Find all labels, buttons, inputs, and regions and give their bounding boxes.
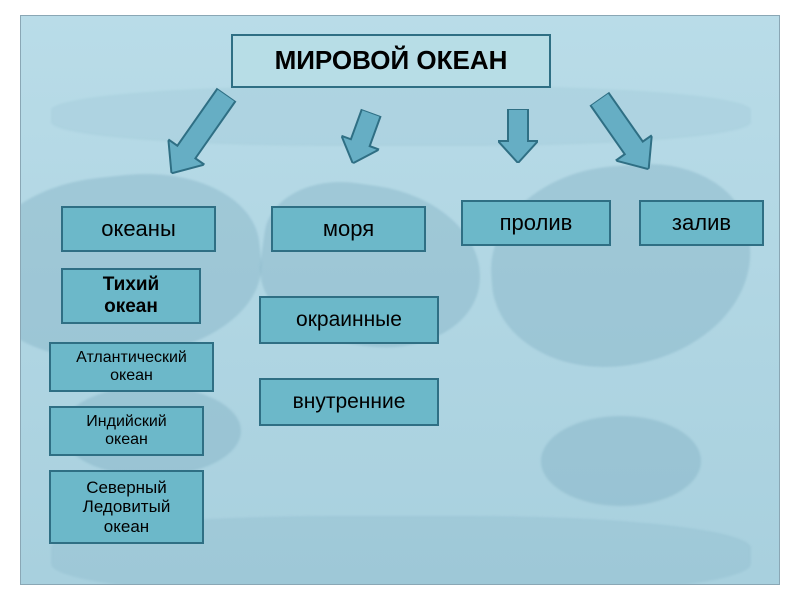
- category-seas: моря: [271, 206, 426, 252]
- diagram-canvas: МИРОВОЙ ОКЕАН океаны моря пролив залив Т…: [20, 15, 780, 585]
- ocean-pacific: Тихий океан: [61, 268, 201, 324]
- category-oceans: океаны: [61, 206, 216, 252]
- ocean-indian: Индийский океан: [49, 406, 204, 456]
- seas-internal: внутренние: [259, 378, 439, 426]
- ocean-arctic: Северный Ледовитый океан: [49, 470, 204, 544]
- title-box: МИРОВОЙ ОКЕАН: [231, 34, 551, 88]
- arrow-to-strait: [498, 109, 538, 163]
- category-gulf: залив: [639, 200, 764, 246]
- seas-marginal: окраинные: [259, 296, 439, 344]
- ocean-atlantic: Атлантический океан: [49, 342, 214, 392]
- category-strait: пролив: [461, 200, 611, 246]
